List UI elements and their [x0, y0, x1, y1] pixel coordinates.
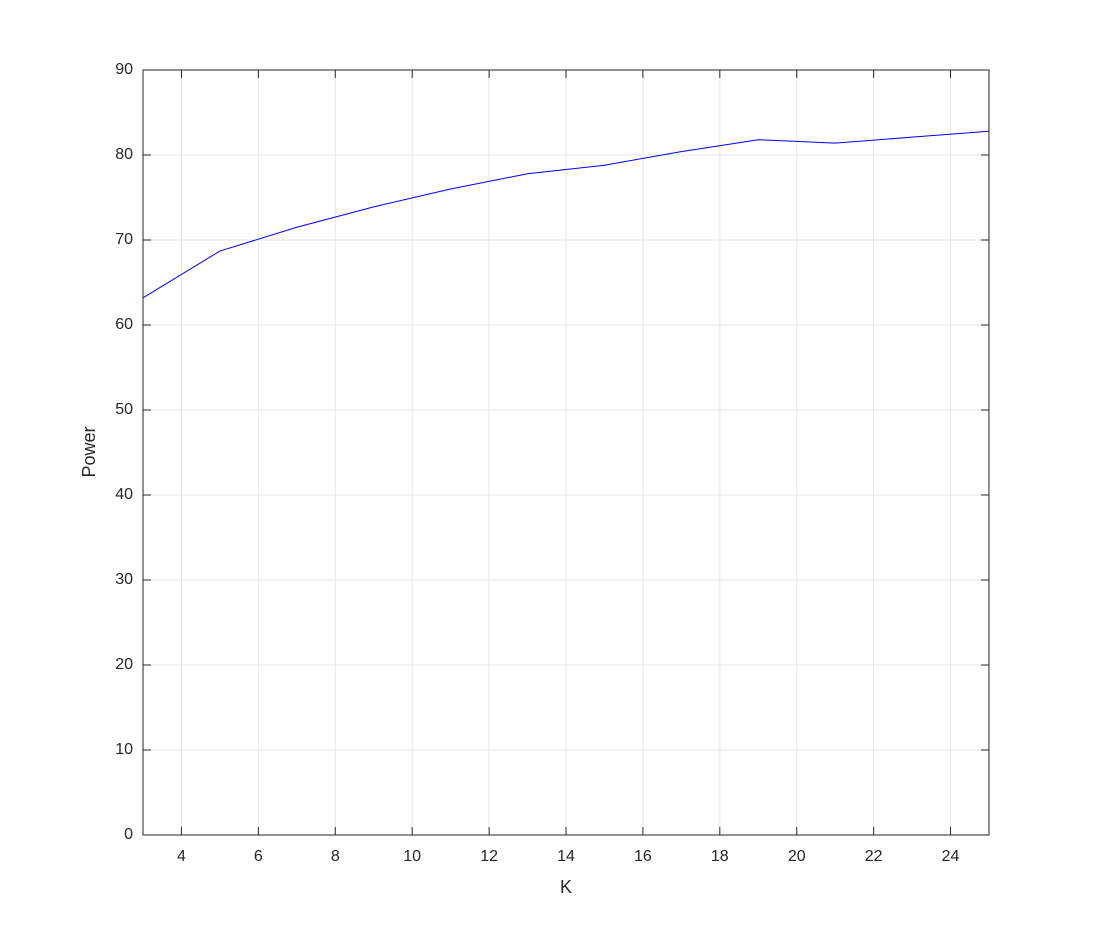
- x-tick-label: 14: [557, 848, 575, 865]
- y-tick-label: 20: [115, 656, 133, 673]
- x-tick-label: 22: [865, 848, 883, 865]
- y-tick-label: 50: [115, 401, 133, 418]
- y-tick-label: 30: [115, 571, 133, 588]
- x-tick-label: 8: [331, 848, 340, 865]
- x-tick-label: 10: [403, 848, 421, 865]
- axes-box: [142, 69, 990, 836]
- y-tick-label: 90: [115, 61, 133, 78]
- x-tick-label: 4: [177, 848, 186, 865]
- y-tick-label: 70: [115, 231, 133, 248]
- x-tick-label: 6: [254, 848, 263, 865]
- y-tick-label: 60: [115, 316, 133, 333]
- data-line: [142, 130, 990, 299]
- x-tick-label: 12: [480, 848, 498, 865]
- x-tick-label: 16: [634, 848, 652, 865]
- x-tick-label: 20: [788, 848, 806, 865]
- y-tick-label: 0: [124, 826, 133, 843]
- x-axis-label: K: [560, 877, 572, 897]
- y-tick-label: 80: [115, 146, 133, 163]
- x-tick-label: 24: [942, 848, 960, 865]
- y-axis-label: Power: [79, 426, 99, 477]
- y-tick-label: 10: [115, 741, 133, 758]
- y-tick-label: 40: [115, 486, 133, 503]
- x-tick-label: 18: [711, 848, 729, 865]
